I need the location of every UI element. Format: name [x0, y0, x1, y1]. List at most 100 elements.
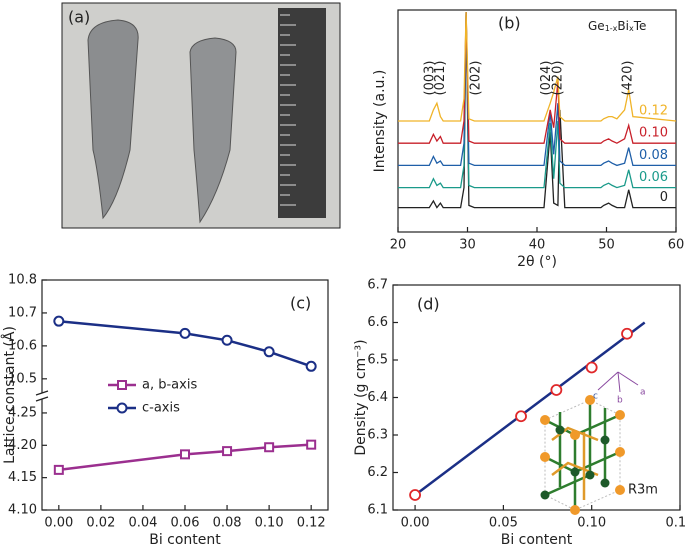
photo-panel: (a): [61, 2, 341, 229]
peak-label: (021): [433, 61, 448, 96]
plot-frame: [392, 284, 681, 511]
marker: [179, 327, 191, 339]
point: [515, 410, 527, 423]
y-tick-label: 6.3: [367, 428, 388, 443]
y-axis-label: Density (g cm⁻³): [353, 339, 369, 455]
y-tick-label: 4.15: [8, 470, 37, 485]
formula-part: x: [629, 24, 634, 33]
series-label: 0.10: [639, 126, 668, 141]
marker: [263, 346, 275, 358]
marker: [264, 442, 275, 453]
atoms: [540, 395, 625, 515]
formula-part: Ge: [588, 19, 605, 33]
x-tick-label: 0.15: [666, 516, 685, 531]
y-tick-label: 6.7: [367, 278, 388, 293]
ruler-ticks: [280, 14, 296, 206]
ruler: [278, 8, 326, 218]
x-tick-label: 40: [529, 238, 546, 253]
x-tick-label: 0.10: [577, 516, 606, 531]
x-tick-label: 50: [598, 238, 615, 253]
axes-arrows: [597, 371, 639, 393]
y-tick-label: 6.4: [367, 390, 388, 405]
y-tick-label: 4.20: [8, 438, 37, 453]
x-tick-label: 0.05: [489, 516, 518, 531]
marker: [180, 449, 190, 460]
y-tick-label: 10.7: [8, 305, 37, 320]
legend-label: a, b-axis: [142, 378, 197, 393]
peak-label: (420): [621, 61, 636, 96]
y-tick-label: 6.1: [367, 503, 388, 518]
marker: [305, 360, 317, 372]
atoms: [540, 425, 610, 500]
marker: [221, 334, 233, 346]
axis-letter: c: [593, 392, 598, 402]
series-label: 0.08: [639, 148, 668, 163]
formula-part: 1-x: [605, 24, 618, 33]
formula-part: Bi: [617, 19, 629, 33]
axis-letter: b: [617, 396, 623, 406]
formula-part: Te: [633, 19, 647, 33]
y-tick-label: 10.5: [8, 371, 37, 386]
peak-label: (202): [468, 61, 483, 96]
crystal-inset: c b a R3m: [540, 371, 658, 515]
marker: [222, 446, 233, 457]
y-tick-label: 6.2: [367, 465, 388, 480]
marker: [306, 439, 317, 450]
series-label: 0.12: [639, 104, 668, 119]
axis-break: [35, 390, 49, 402]
fit-line: [414, 321, 646, 496]
panel-label: (d): [417, 295, 440, 314]
y-tick-label: 6.5: [367, 353, 388, 368]
y-axis-label: Intensity (a.u.): [372, 70, 388, 173]
y-tick-label: 6.6: [367, 315, 388, 330]
peak-label: (220): [550, 61, 565, 96]
x-tick-label: 0.02: [86, 516, 115, 531]
x-tick-label: 0.00: [44, 516, 73, 531]
series-label: 0.06: [639, 170, 668, 185]
x-tick-label: 0.06: [171, 516, 200, 531]
marker: [116, 402, 128, 414]
space-group: R3m: [628, 483, 658, 498]
x-tick-label: 0.12: [297, 516, 326, 531]
cell-bonds: [544, 400, 621, 510]
x-tick-label: 0.04: [128, 516, 157, 531]
marker: [117, 380, 127, 390]
x-tick-label: 20: [390, 238, 407, 253]
xrd-line: [398, 12, 677, 122]
plot-frame: [41, 279, 329, 511]
x-tick-label: 0.10: [255, 516, 284, 531]
panel-label: (b): [498, 14, 521, 33]
axis-letter: a: [640, 388, 646, 398]
y-axis-label: Lattice constant (Å): [1, 326, 18, 464]
y-tick-label: 10.6: [8, 338, 37, 353]
point: [585, 361, 598, 374]
ingot: [189, 37, 237, 224]
point: [550, 384, 563, 396]
marker: [53, 464, 64, 475]
legend-label: c-axis: [142, 401, 180, 416]
xrd-line: [398, 12, 676, 144]
xrd-line: [398, 12, 676, 209]
y-tick-label: 4.25: [8, 405, 37, 420]
x-axis-label: Bi content: [501, 532, 573, 547]
x-axis-label: Bi content: [149, 532, 221, 547]
ingot: [87, 19, 139, 220]
x-axis-label: 2θ (°): [517, 254, 557, 270]
xrd-line: [398, 12, 676, 189]
y-tick-label: 10.8: [8, 273, 37, 288]
x-tick-label: 60: [668, 238, 685, 253]
marker: [53, 315, 65, 327]
panel-label: (a): [68, 8, 90, 27]
point: [409, 489, 421, 501]
axis-break: [39, 393, 45, 399]
formula: Ge1-xBixTe: [588, 19, 646, 33]
x-tick-label: 0.08: [213, 516, 242, 531]
x-tick-label: 30: [459, 238, 476, 253]
xrd-line: [398, 12, 676, 167]
peak-label: (024): [539, 61, 554, 96]
peak-label: (003): [422, 61, 437, 96]
cell-outline: [544, 399, 621, 511]
point: [621, 327, 633, 340]
